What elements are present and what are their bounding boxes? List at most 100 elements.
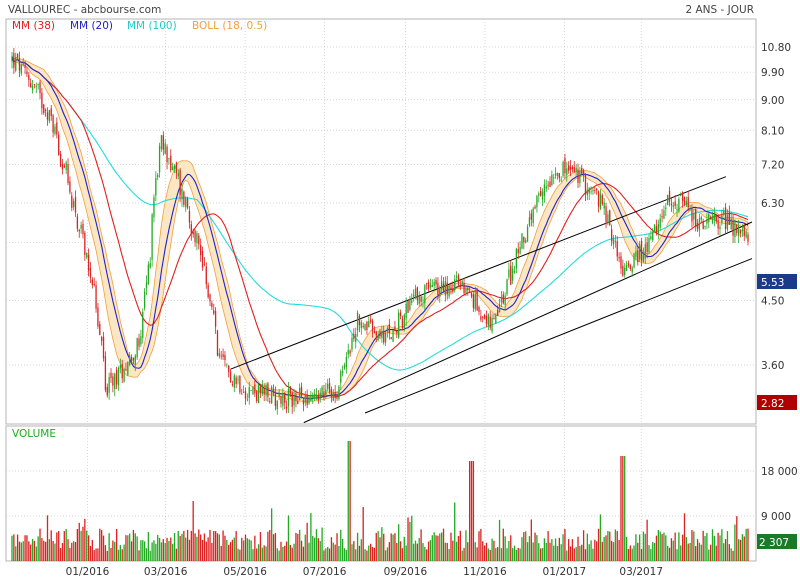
x-tick-label: 01/2016 xyxy=(66,566,110,578)
candle-body xyxy=(545,186,547,189)
candle-body xyxy=(157,174,159,178)
volume-bar xyxy=(356,532,359,561)
volume-bar xyxy=(211,542,213,561)
volume-bar xyxy=(665,535,667,561)
volume-bar xyxy=(138,550,140,561)
volume-bar xyxy=(601,541,603,561)
volume-bar xyxy=(568,539,570,561)
candle-body xyxy=(143,291,146,308)
volume-bar xyxy=(300,540,303,561)
volume-bar xyxy=(388,542,390,561)
volume-bar xyxy=(78,522,80,561)
volume-bar xyxy=(489,549,491,561)
candle-body xyxy=(125,369,127,371)
candle-body xyxy=(536,195,538,208)
volume-bar xyxy=(381,527,383,561)
volume-bar xyxy=(526,542,529,561)
volume-bar xyxy=(437,535,439,561)
volume-bar xyxy=(452,540,454,561)
volume-bar xyxy=(648,545,650,561)
candle-body xyxy=(87,254,90,271)
candle-body xyxy=(661,216,663,218)
candle-body xyxy=(590,191,592,193)
candle-body xyxy=(74,197,77,213)
candle-body xyxy=(416,287,419,301)
volume-bar xyxy=(743,536,745,561)
volume-bar xyxy=(534,532,536,561)
candle-body xyxy=(353,333,355,339)
volume-bar xyxy=(140,540,142,561)
volume-bar xyxy=(134,533,136,561)
volume-bar xyxy=(398,524,400,561)
candle-body xyxy=(384,333,387,343)
volume-bar xyxy=(723,543,725,561)
candle-body xyxy=(495,314,497,324)
candle-body xyxy=(433,282,435,286)
candle-body xyxy=(463,282,465,294)
volume-bar xyxy=(33,540,36,561)
volume-bar xyxy=(644,533,646,561)
candle-body xyxy=(360,322,362,329)
volume-bar xyxy=(270,508,273,561)
candle-body xyxy=(422,299,424,301)
candle-body xyxy=(242,391,245,393)
candle-body xyxy=(134,355,136,365)
volume-bar xyxy=(463,547,465,561)
candle-body xyxy=(579,170,581,184)
candle-body xyxy=(63,165,65,168)
candle-body xyxy=(607,214,609,224)
volume-bar xyxy=(263,545,265,561)
volume-bar xyxy=(525,531,527,561)
candle-body xyxy=(162,135,164,150)
candle-body xyxy=(44,109,47,111)
candle-body xyxy=(93,283,95,286)
candle-body xyxy=(250,390,252,391)
volume-bar xyxy=(177,530,179,561)
volume-bar xyxy=(659,531,661,561)
volume-bar xyxy=(246,538,249,561)
volume-bar xyxy=(233,537,235,561)
candle-body xyxy=(597,191,600,207)
volume-bar xyxy=(15,546,17,561)
volume-bar xyxy=(353,541,355,561)
candle-body xyxy=(328,382,331,393)
candle-body xyxy=(454,279,456,291)
candle-body xyxy=(289,386,291,394)
volume-bar xyxy=(209,529,211,561)
candle-body xyxy=(399,312,402,317)
candle-body xyxy=(500,297,503,303)
candle-body xyxy=(284,392,286,403)
volume-bar xyxy=(455,541,458,561)
volume-bar xyxy=(295,532,297,561)
volume-bar xyxy=(252,549,254,561)
volume-bar xyxy=(259,532,262,561)
candlesticks xyxy=(11,48,749,415)
bollinger-area xyxy=(11,56,749,403)
volume-bar xyxy=(592,548,594,561)
candle-body xyxy=(424,285,426,304)
candle-body xyxy=(276,400,278,410)
volume-bar xyxy=(640,548,643,561)
candle-body xyxy=(497,310,499,316)
candle-body xyxy=(655,226,658,233)
candle-body xyxy=(553,177,555,179)
candle-body xyxy=(582,170,585,176)
volume-bar xyxy=(257,544,260,561)
volume-bar xyxy=(58,531,60,561)
volume-bar xyxy=(44,541,47,561)
candle-body xyxy=(257,384,260,404)
candle-body xyxy=(569,166,572,171)
volume-bar xyxy=(59,548,62,561)
candle-body xyxy=(127,362,129,375)
volume-bar xyxy=(239,549,241,561)
volume-bar xyxy=(571,539,574,561)
candle-body xyxy=(381,331,383,338)
candle-body xyxy=(99,324,101,335)
candle-body xyxy=(478,307,480,313)
candle-body xyxy=(198,235,200,245)
volume-bar xyxy=(685,537,688,561)
bollinger-band xyxy=(11,56,749,403)
volume-bar xyxy=(545,542,547,561)
volume-bar xyxy=(254,535,256,561)
volume-bar xyxy=(650,549,652,561)
